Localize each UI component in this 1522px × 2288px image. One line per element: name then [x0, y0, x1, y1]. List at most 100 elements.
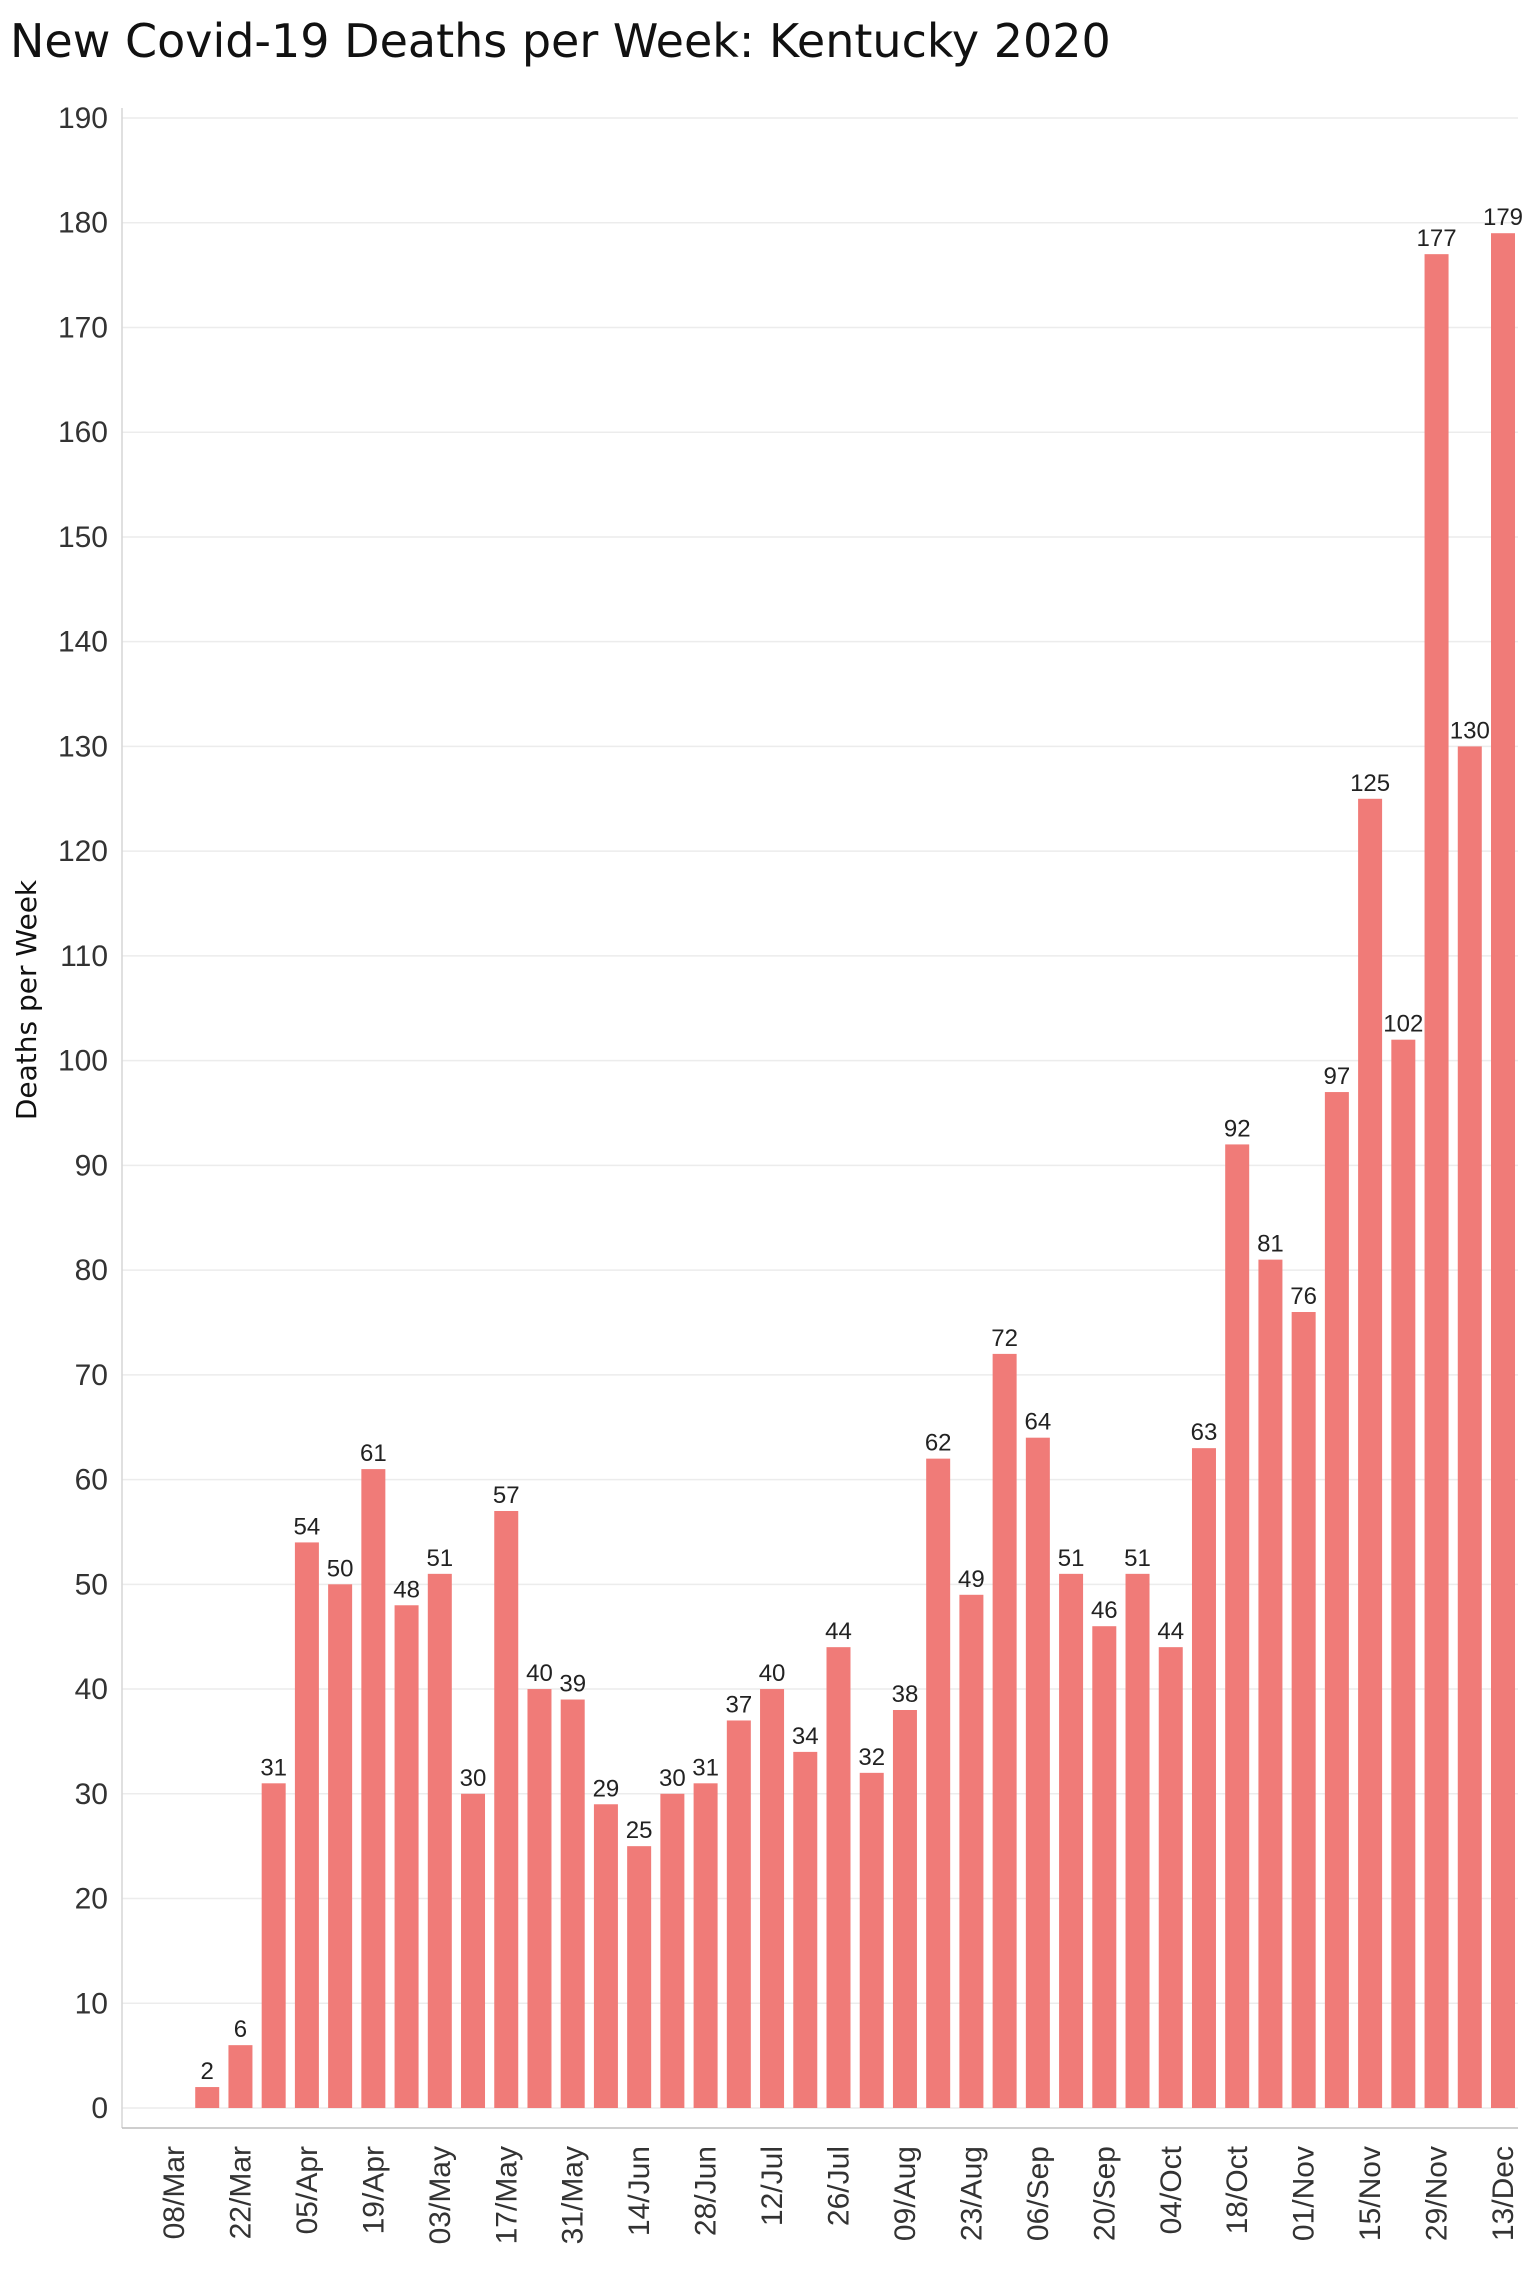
y-tick-label: 120: [58, 835, 108, 868]
x-tick-label: 31/May: [557, 2146, 590, 2244]
data-label: 34: [792, 1723, 819, 1750]
data-label: 92: [1224, 1115, 1251, 1142]
bar: [1491, 233, 1515, 2108]
data-label: 49: [958, 1566, 985, 1593]
y-tick-label: 130: [58, 730, 108, 763]
bar: [294, 1542, 319, 2108]
axes: [121, 108, 1518, 2129]
data-label: 97: [1324, 1063, 1351, 1090]
y-tick-label: 10: [75, 1987, 108, 2020]
x-tick-label: 12/Jul: [756, 2146, 789, 2226]
bar: [1457, 746, 1482, 2108]
bar: [361, 1469, 386, 2108]
bar: [1358, 798, 1383, 2108]
x-tick-label: 01/Nov: [1288, 2146, 1321, 2241]
x-tick-label: 19/Apr: [357, 2146, 390, 2234]
data-label: 51: [1124, 1545, 1151, 1572]
x-tick-label: 20/Sep: [1088, 2146, 1121, 2241]
bars: [195, 233, 1515, 2108]
bar: [527, 1689, 552, 2108]
data-label: 38: [892, 1681, 919, 1708]
bar: [560, 1699, 585, 2108]
bar: [195, 2087, 220, 2108]
x-tick-label: 06/Sep: [1022, 2146, 1055, 2241]
x-tick-label: 28/Jun: [690, 2146, 723, 2236]
x-tick-label: 03/May: [424, 2146, 457, 2244]
data-label: 30: [460, 1765, 487, 1792]
data-label: 44: [1157, 1618, 1184, 1645]
data-label: 29: [593, 1775, 620, 1802]
y-tick-label: 40: [75, 1673, 108, 1706]
data-label: 130: [1450, 717, 1490, 744]
data-label: 81: [1257, 1231, 1284, 1258]
y-tick-label: 190: [58, 102, 108, 135]
data-label: 31: [692, 1754, 719, 1781]
bar: [1424, 254, 1449, 2108]
bar: [826, 1647, 851, 2108]
data-label: 40: [526, 1660, 553, 1687]
data-label: 48: [393, 1576, 420, 1603]
x-tick-label: 08/Mar: [158, 2146, 191, 2239]
x-tick-label: 04/Oct: [1155, 2145, 1188, 2234]
y-tick-label: 150: [58, 521, 108, 554]
data-label: 37: [725, 1691, 752, 1718]
bar: [660, 1793, 685, 2108]
grid-lines: [122, 117, 1518, 2109]
data-label: 63: [1191, 1419, 1218, 1446]
y-tick-label: 0: [91, 2092, 108, 2125]
data-label: 31: [260, 1754, 287, 1781]
bar: [693, 1783, 718, 2108]
bar: [793, 1751, 818, 2108]
bar: [1092, 1626, 1117, 2108]
x-tick-labels: 08/Mar 22/Mar 05/Apr 19/Apr 03/May 17/May 31/M…: [158, 2145, 1520, 2244]
data-label: 44: [825, 1618, 852, 1645]
y-tick-label: 180: [58, 207, 108, 240]
y-tick-labels: 0 10 20 30 40 50 60 70 80 90 100 110 120 130 140 150 160…: [58, 102, 108, 2125]
bar: [461, 1793, 486, 2108]
x-tick-label: 29/Nov: [1421, 2146, 1454, 2241]
y-tick-label: 80: [75, 1254, 108, 1287]
y-tick-label: 90: [75, 1149, 108, 1182]
y-axis-label: Deaths per Week: [10, 879, 43, 1120]
x-tick-label: 17/May: [490, 2146, 523, 2244]
x-tick-label: 22/Mar: [224, 2146, 257, 2239]
x-tick-label: 23/Aug: [955, 2146, 988, 2241]
data-label: 64: [1024, 1409, 1051, 1436]
bar: [394, 1605, 419, 2108]
bar: [760, 1689, 785, 2108]
bar: [926, 1458, 951, 2108]
data-label: 72: [991, 1325, 1018, 1352]
y-tick-label: 70: [75, 1359, 108, 1392]
data-label: 25: [626, 1817, 653, 1844]
bar: [892, 1710, 917, 2108]
bar: [1225, 1144, 1250, 2108]
bar: [261, 1783, 286, 2108]
bar: [1258, 1259, 1283, 2108]
y-tick-label: 20: [75, 1883, 108, 1916]
bar: [859, 1772, 884, 2108]
x-tick-label: 13/Dec: [1487, 2146, 1520, 2241]
x-tick-label: 15/Nov: [1354, 2146, 1387, 2241]
y-tick-label: 60: [75, 1464, 108, 1497]
data-label: 30: [659, 1765, 686, 1792]
y-tick-label: 50: [75, 1568, 108, 1601]
data-label: 102: [1383, 1011, 1423, 1038]
bar: [1391, 1039, 1416, 2108]
data-label: 40: [759, 1660, 786, 1687]
bar: [992, 1353, 1017, 2108]
data-label: 51: [1058, 1545, 1085, 1572]
bar: [1059, 1573, 1084, 2108]
data-label: 39: [559, 1671, 586, 1698]
y-tick-label: 30: [75, 1778, 108, 1811]
bar: [494, 1511, 519, 2108]
data-label: 76: [1290, 1283, 1317, 1310]
bar: [1025, 1437, 1050, 2108]
data-label: 177: [1417, 225, 1457, 252]
data-label: 46: [1091, 1597, 1118, 1624]
x-tick-label: 26/Jul: [823, 2146, 856, 2226]
chart-title: New Covid-19 Deaths per Week: Kentucky 2…: [10, 14, 1111, 68]
data-label: 125: [1350, 770, 1390, 797]
bar: [1191, 1448, 1216, 2108]
bar: [726, 1720, 751, 2108]
